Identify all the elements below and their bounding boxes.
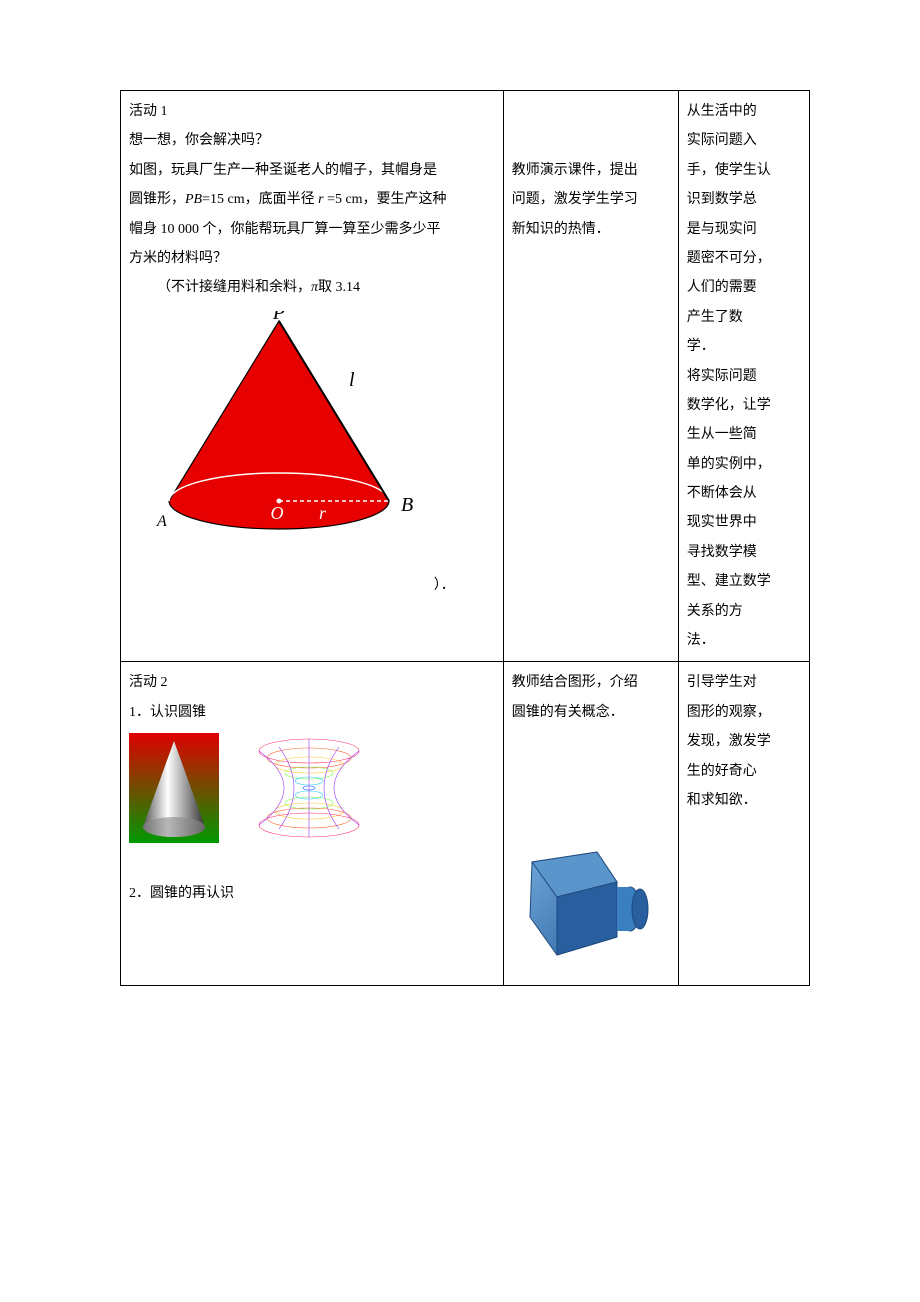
- point-a-label: A: [156, 513, 167, 530]
- wireframe-surface-image: [249, 733, 369, 854]
- rationale-line: 生的好奇心: [687, 757, 801, 786]
- rationale-line: 单的实例中，: [687, 450, 801, 479]
- rationale-line: 识到数学总: [687, 185, 801, 214]
- rationale-line: 学．: [687, 332, 801, 361]
- rationale-line: 不断体会从: [687, 479, 801, 508]
- rationale-line: 生从一些简: [687, 420, 801, 449]
- table-row: 活动 1 想一想，你会解决吗？ 如图，玩具厂生产一种圣诞老人的帽子，其帽身是 圆…: [121, 91, 810, 662]
- rationale-line: 关系的方: [687, 597, 801, 626]
- rationale-line: 现实世界中: [687, 508, 801, 537]
- row2-col1: 活动 2 1．认识圆锥: [121, 662, 504, 985]
- rationale-line: 和求知欲．: [687, 786, 801, 815]
- rationale-line: 发现，激发学: [687, 727, 801, 756]
- problem-line: 如图，玩具厂生产一种圣诞老人的帽子，其帽身是: [129, 156, 495, 185]
- prompt-text: 想一想，你会解决吗？: [129, 126, 495, 155]
- point-b-label: B: [401, 494, 413, 516]
- problem-line: 圆锥形，PB=15 cm，底面半径 r =5 cm，要生产这种: [129, 185, 495, 214]
- row1-col2: 教师演示课件，提出 问题，激发学生学习 新知识的热情．: [503, 91, 678, 662]
- row2-col3: 引导学生对 图形的观察， 发现，激发学 生的好奇心 和求知欲．: [678, 662, 809, 985]
- problem-line: 帽身 10 000 个，你能帮玩具厂算一算至少需多少平: [129, 215, 495, 244]
- rationale-line: 人们的需要: [687, 273, 801, 302]
- list-item: 2．圆锥的再认识: [129, 879, 495, 908]
- activity-label: 活动 2: [129, 668, 495, 697]
- apex-label: P: [272, 311, 285, 324]
- teacher-note-line: 教师结合图形，介绍: [512, 668, 670, 697]
- rationale-line: 数学化，让学: [687, 391, 801, 420]
- table-row: 活动 2 1．认识圆锥: [121, 662, 810, 985]
- teacher-note-line: 新知识的热情．: [512, 215, 670, 244]
- rationale-line: 图形的观察，: [687, 698, 801, 727]
- rationale-line: 将实际问题: [687, 362, 801, 391]
- activity-label: 活动 1: [129, 97, 495, 126]
- cone-diagram: P l B A O r: [129, 311, 429, 571]
- center-label: O: [271, 503, 284, 523]
- row2-col2: 教师结合图形，介绍 圆锥的有关概念．: [503, 662, 678, 985]
- rationale-line: 型、建立数学: [687, 567, 801, 596]
- slant-label: l: [349, 369, 355, 391]
- rationale-line: 实际问题入: [687, 126, 801, 155]
- rationale-line: 是与现实问: [687, 215, 801, 244]
- problem-note: （不计接缝用料和余料，π取 3.14: [129, 273, 495, 302]
- row1-col3: 从生活中的 实际问题入 手，使学生认 识到数学总 是与现实问 题密不可分， 人们…: [678, 91, 809, 662]
- problem-line: 方米的材料吗？: [129, 244, 495, 273]
- rationale-line: 引导学生对: [687, 668, 801, 697]
- teacher-note-line: 教师演示课件，提出: [512, 156, 670, 185]
- rationale-line: 从生活中的: [687, 97, 801, 126]
- rationale-line: 产生了数: [687, 303, 801, 332]
- row1-col1: 活动 1 想一想，你会解决吗？ 如图，玩具厂生产一种圣诞老人的帽子，其帽身是 圆…: [121, 91, 504, 662]
- rationale-line: 寻找数学模: [687, 538, 801, 567]
- teacher-note-line: 问题，激发学生学习: [512, 185, 670, 214]
- teacher-note-line: 圆锥的有关概念．: [512, 698, 670, 727]
- blue-3d-shape: [512, 847, 670, 978]
- shaded-cone-image: [129, 733, 219, 854]
- list-item: 1．认识圆锥: [129, 698, 495, 727]
- lesson-plan-table: 活动 1 想一想，你会解决吗？ 如图，玩具厂生产一种圣诞老人的帽子，其帽身是 圆…: [120, 90, 810, 986]
- rationale-line: 题密不可分，: [687, 244, 801, 273]
- rationale-line: 手，使学生认: [687, 156, 801, 185]
- radius-label: r: [319, 503, 327, 523]
- rationale-line: 法．: [687, 626, 801, 655]
- closing-paren: ）．: [129, 571, 495, 600]
